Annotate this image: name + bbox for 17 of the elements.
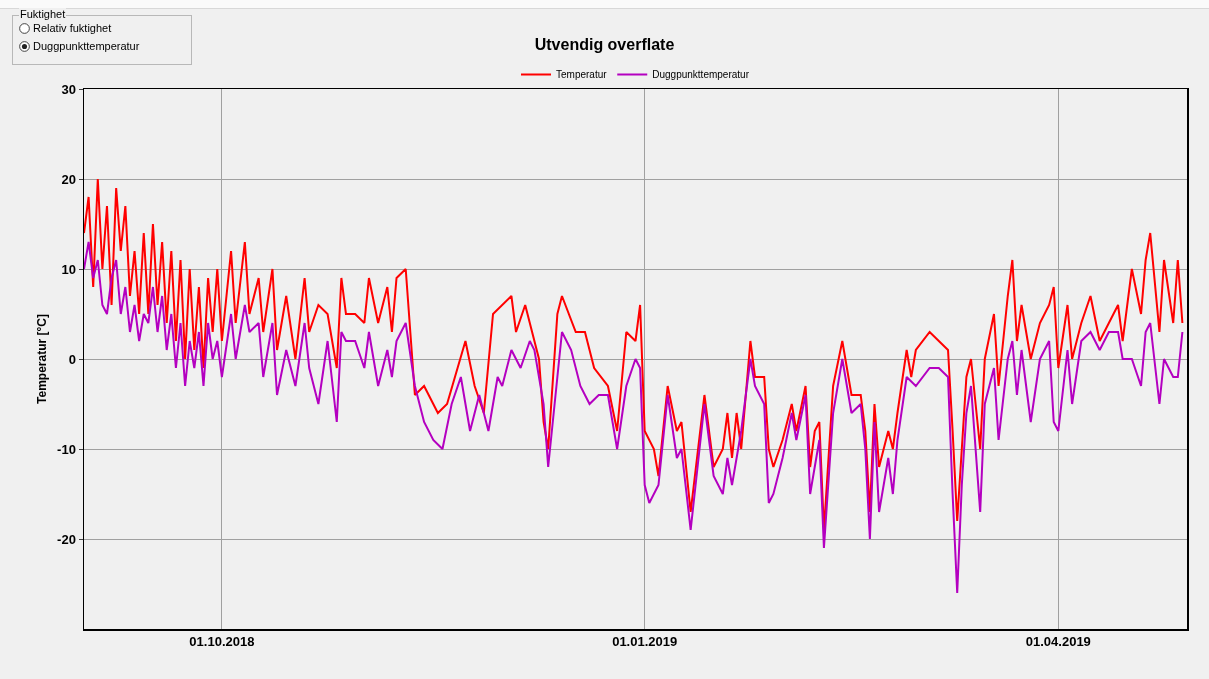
text: Fuktighet (19, 8, 67, 20)
x-tick-label: 01.01.2019 (612, 634, 678, 650)
text: Relativ fuktighet (33, 22, 112, 34)
x-tick-label: 01.10.2018 (189, 634, 255, 650)
x-tick-label: 01.04.2019 (1025, 634, 1091, 650)
y-tick-label: 30 (61, 81, 76, 97)
y-axis-title: Temperatur [°C] (34, 314, 49, 404)
legend-label: Temperatur (556, 69, 608, 81)
y-tick-label: -10 (57, 441, 76, 457)
legend-label: Duggpunkttemperatur (652, 69, 750, 81)
y-tick-label: 10 (61, 261, 76, 277)
line-series (84, 241, 1184, 594)
text: Duggpunkttemperatur (33, 40, 140, 52)
y-tick-label: -20 (57, 531, 76, 547)
y-tick-label: 0 (68, 351, 76, 367)
chart-title: Utvendig overflate (534, 35, 675, 53)
y-tick-label: 20 (61, 171, 76, 187)
